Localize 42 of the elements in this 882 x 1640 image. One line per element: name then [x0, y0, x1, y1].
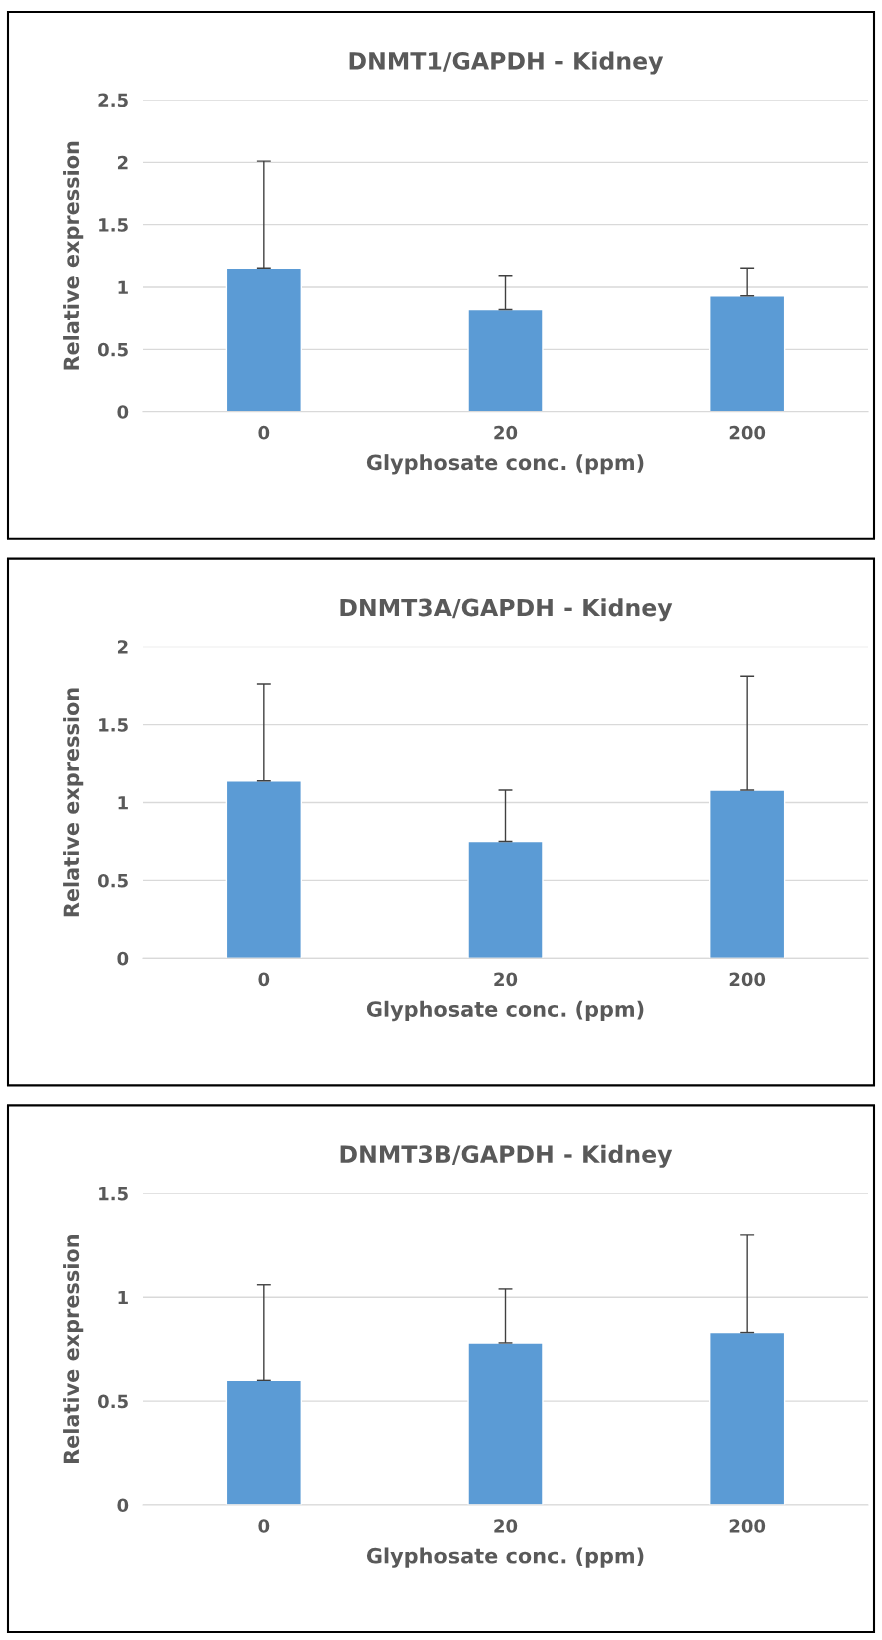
- x-tick-label: 0: [258, 425, 270, 440]
- chart-title: DNMT1/GAPDH - Kidney: [349, 51, 664, 75]
- y-tick-label: 0: [117, 951, 129, 966]
- y-axis-title: Relative expression: [63, 141, 84, 370]
- bar: [709, 295, 786, 412]
- x-axis-title: Glyphosate conc. (ppm): [366, 1000, 644, 1022]
- y-axis-title: Relative expression: [63, 1235, 84, 1463]
- x-axis-title: Glyphosate conc. (ppm): [366, 454, 644, 475]
- x-tick-label: 20: [494, 972, 518, 987]
- y-tick-label: 1.5: [99, 1187, 128, 1201]
- x-tick-label: 0: [258, 1519, 270, 1533]
- x-tick-label: 20: [494, 425, 518, 440]
- y-tick-label: 1: [118, 796, 128, 810]
- x-tick-label: 200: [729, 425, 766, 440]
- bar: [225, 1379, 302, 1505]
- y-tick-label: 0.5: [97, 342, 128, 357]
- x-tick-label: 200: [729, 972, 766, 987]
- y-tick-label: 2: [117, 155, 128, 170]
- y-tick-label: 1: [118, 1290, 128, 1305]
- chart-title: DNMT3A/GAPDH - Kidney: [340, 598, 673, 622]
- bar: [467, 1342, 544, 1505]
- x-tick-label: 0: [258, 972, 270, 987]
- x-tick-label: 200: [729, 1519, 766, 1533]
- bar: [225, 267, 302, 412]
- bar: [225, 779, 302, 959]
- chart-title: DNMT3B/GAPDH - Kidney: [340, 1144, 673, 1168]
- y-axis-title: Relative expression: [63, 688, 84, 917]
- bar: [467, 308, 544, 412]
- y-tick-label: 1.5: [99, 218, 128, 232]
- bar: [709, 1331, 786, 1505]
- x-axis-title: Glyphosate conc. (ppm): [366, 1547, 644, 1568]
- y-tick-label: 2.5: [98, 93, 128, 108]
- bar: [709, 789, 786, 959]
- y-tick-label: 0: [117, 405, 129, 419]
- x-tick-label: 20: [494, 1519, 518, 1533]
- y-tick-label: 1: [118, 280, 128, 294]
- y-tick-label: 0.5: [97, 1394, 128, 1409]
- y-tick-label: 0: [117, 1498, 129, 1513]
- y-tick-label: 0.5: [97, 873, 128, 888]
- y-tick-label: 2: [117, 640, 128, 654]
- y-tick-label: 1.5: [99, 718, 128, 732]
- bar: [467, 840, 544, 959]
